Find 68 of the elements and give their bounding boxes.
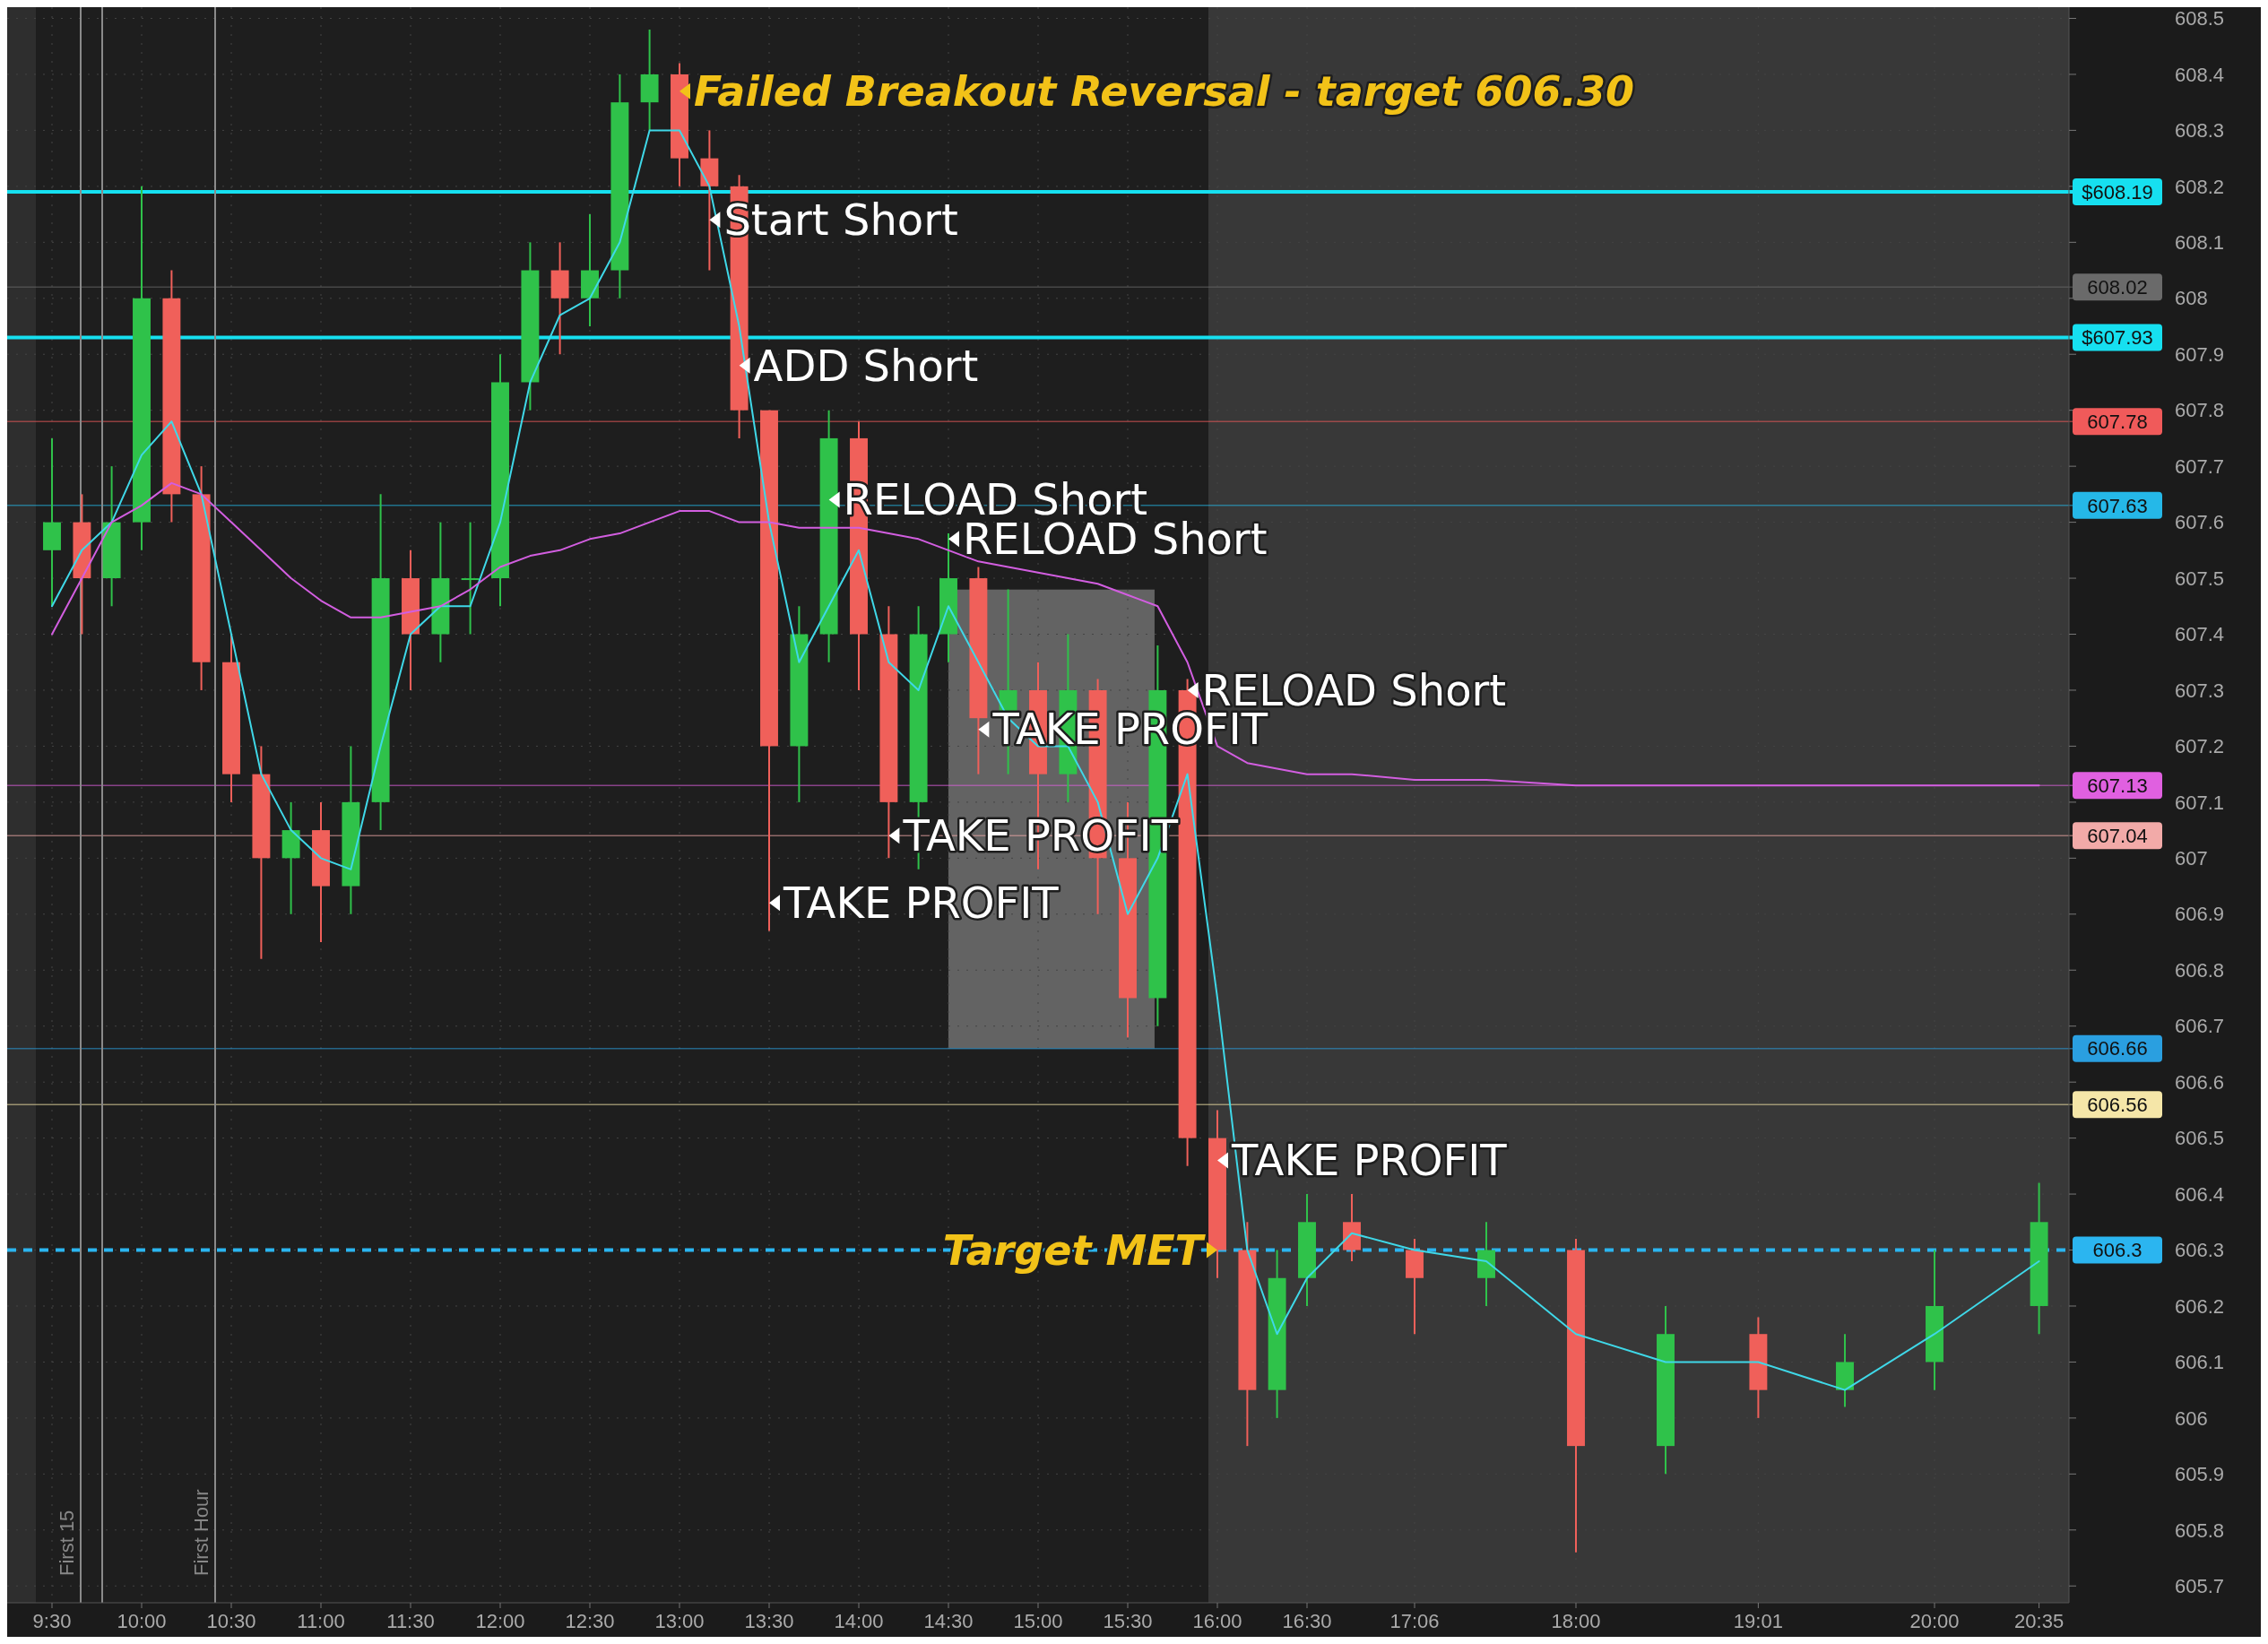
line-series xyxy=(51,129,2040,1391)
x-tick-label: 10:30 xyxy=(206,1610,256,1632)
y-tick-label: 605.9 xyxy=(2175,1463,2225,1486)
ref-line-label: 606.3 xyxy=(2092,1239,2142,1262)
x-tick-label: 12:00 xyxy=(475,1610,525,1632)
y-tick-label: 608.3 xyxy=(2175,119,2225,143)
ref-line-label: 607.78 xyxy=(2087,410,2148,433)
y-tick-label: 608.2 xyxy=(2175,175,2225,198)
annotation: ADD Short xyxy=(753,340,979,391)
y-tick-label: 606.9 xyxy=(2175,903,2225,926)
y-tick-label: 608 xyxy=(2175,287,2208,310)
y-tick-label: 607.1 xyxy=(2175,791,2225,814)
y-tick-label: 606.3 xyxy=(2175,1239,2225,1262)
x-tick-label: 15:00 xyxy=(1013,1610,1063,1632)
x-tick-label: 16:00 xyxy=(1192,1610,1242,1632)
y-tick-label: 607.9 xyxy=(2175,342,2225,366)
x-tick-label: 11:00 xyxy=(297,1610,345,1632)
x-tick-label: 14:30 xyxy=(923,1610,974,1632)
y-tick-label: 606.7 xyxy=(2175,1015,2225,1038)
ref-line-label: $608.19 xyxy=(2082,180,2153,203)
y-tick-label: 607.6 xyxy=(2175,511,2225,534)
candlestick xyxy=(461,521,480,636)
annotation: Failed Breakout Reversal - target 606.30 xyxy=(694,66,1635,116)
x-tick-label: 12:30 xyxy=(565,1610,615,1632)
x-tick-label: 16:30 xyxy=(1282,1610,1332,1632)
ref-line-label: 607.04 xyxy=(2087,825,2148,848)
y-tick-label: 608.4 xyxy=(2175,63,2225,86)
ref-line-label: First Hour xyxy=(190,1489,212,1576)
y-tick-label: 606 xyxy=(2175,1406,2208,1430)
y-tick-label: 606.1 xyxy=(2175,1351,2225,1374)
x-tick-label: 11:30 xyxy=(386,1610,435,1632)
x-tick-label: 13:00 xyxy=(654,1610,705,1632)
y-tick-label: 607.7 xyxy=(2175,454,2225,478)
x-tick-label: 19:01 xyxy=(1733,1610,1783,1632)
y-tick-label: 608.5 xyxy=(2175,7,2225,30)
x-tick-label: 17:06 xyxy=(1389,1610,1440,1632)
x-tick-label: 10:00 xyxy=(117,1610,167,1632)
y-tick-label: 605.8 xyxy=(2175,1519,2225,1542)
y-tick-label: 607.4 xyxy=(2175,623,2225,646)
line-series xyxy=(51,481,2040,787)
y-tick-label: 605.7 xyxy=(2175,1574,2225,1597)
x-tick-label: 15:30 xyxy=(1103,1610,1153,1632)
y-tick-label: 606.5 xyxy=(2175,1127,2225,1150)
y-tick-label: 607.8 xyxy=(2175,399,2225,422)
y-tick-label: 607.5 xyxy=(2175,567,2225,590)
ref-line-label: 606.66 xyxy=(2087,1037,2148,1060)
y-tick-label: 607 xyxy=(2175,847,2208,870)
ref-line-label: 607.63 xyxy=(2087,494,2148,517)
x-tick-label: 20:35 xyxy=(2014,1610,2065,1632)
ref-line-label: First 15 xyxy=(56,1510,78,1576)
x-tick-label: 9:30 xyxy=(32,1610,72,1632)
annotation: TAKE PROFIT xyxy=(783,878,1060,929)
x-tick-label: 14:00 xyxy=(834,1610,884,1632)
y-tick-label: 607.2 xyxy=(2175,735,2225,758)
annotation: Target MET xyxy=(942,1225,1207,1275)
y-tick-label: 607.3 xyxy=(2175,679,2225,702)
x-tick-label: 20:00 xyxy=(1909,1610,1960,1632)
ref-line-label: 608.02 xyxy=(2087,275,2148,299)
y-tick-label: 606.4 xyxy=(2175,1182,2225,1206)
x-tick-label: 13:30 xyxy=(744,1610,794,1632)
x-tick-label: 18:00 xyxy=(1551,1610,1601,1632)
ref-line-label: 607.13 xyxy=(2087,774,2148,797)
ref-line-label: $607.93 xyxy=(2082,326,2153,350)
y-tick-label: 608.1 xyxy=(2175,231,2225,255)
ref-line-label: 606.56 xyxy=(2087,1093,2148,1116)
y-tick-label: 606.8 xyxy=(2175,958,2225,982)
y-tick-label: 606.2 xyxy=(2175,1294,2225,1318)
y-tick-label: 606.6 xyxy=(2175,1070,2225,1094)
